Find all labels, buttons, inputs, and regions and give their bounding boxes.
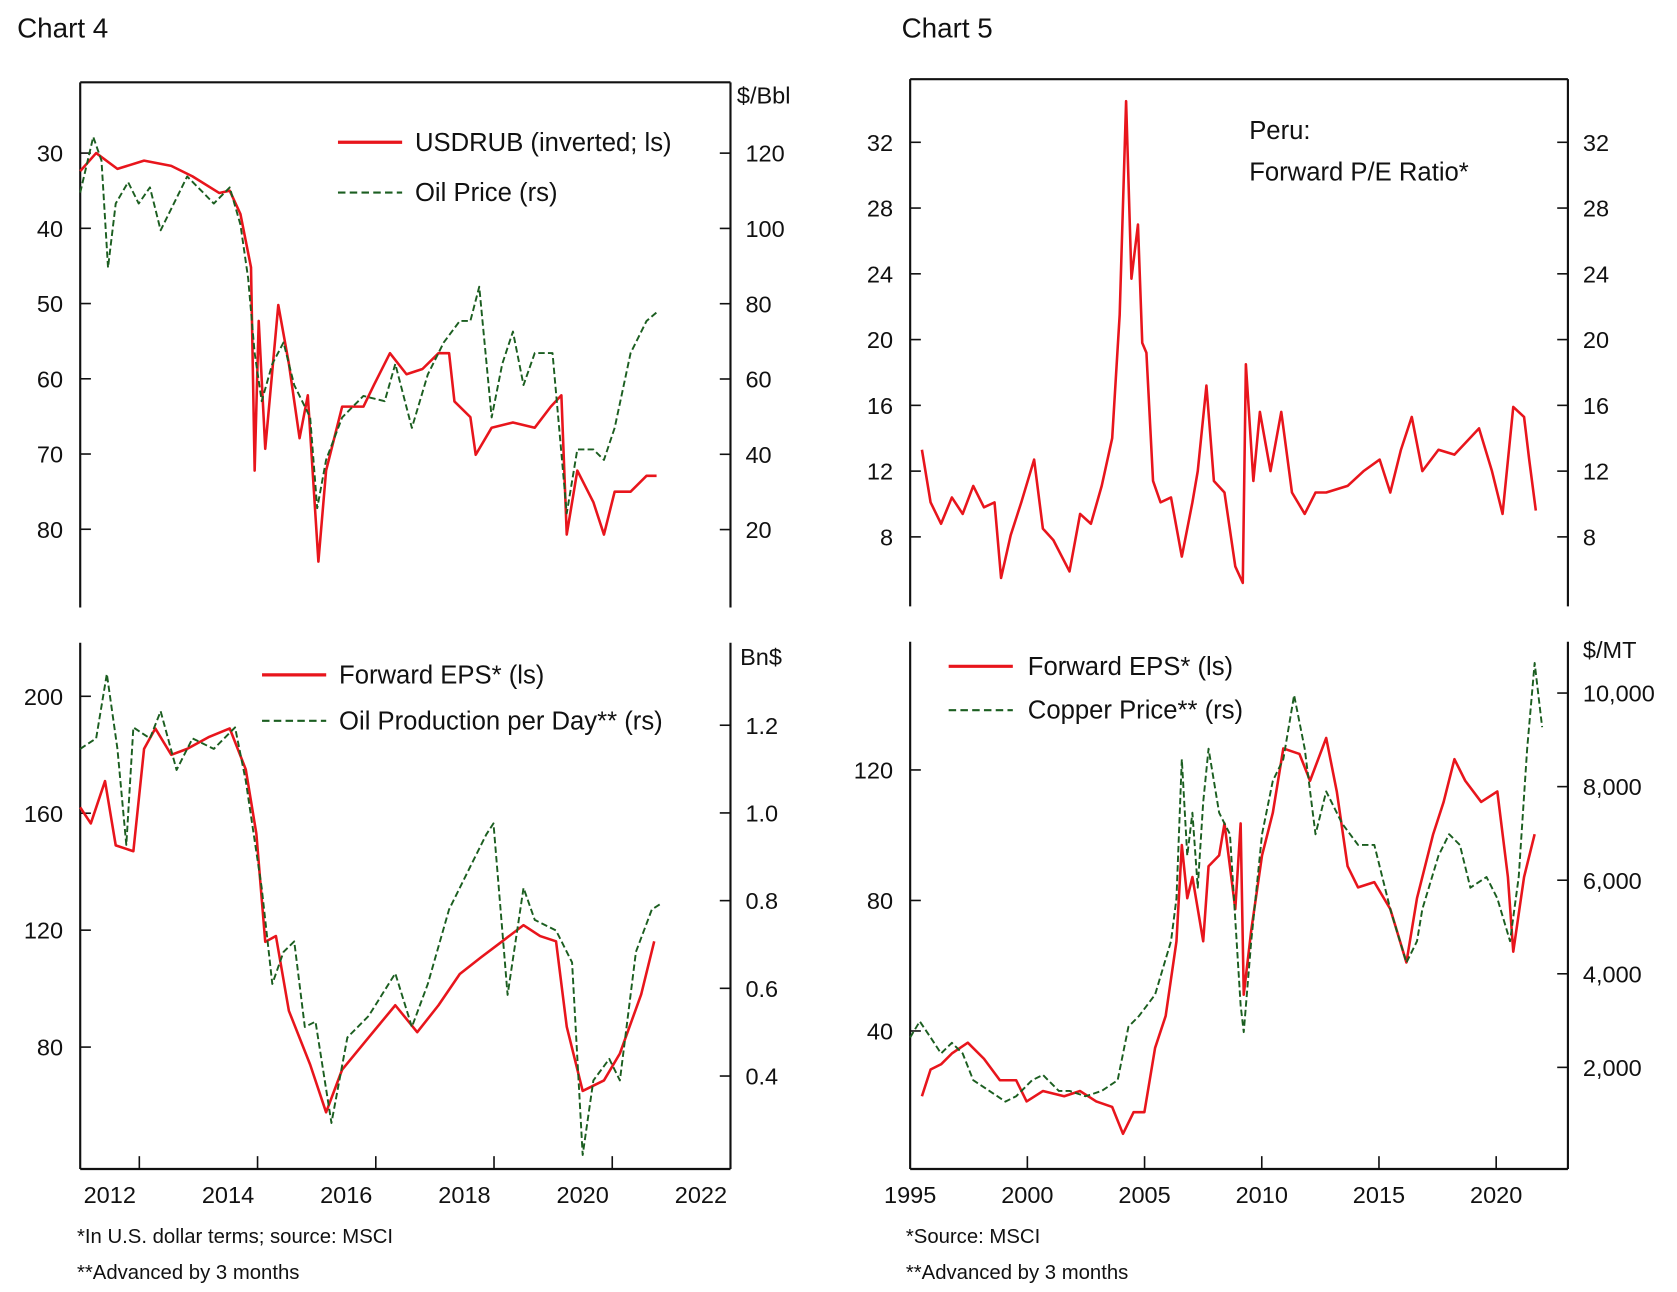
left-tick-label: 60 — [37, 366, 63, 392]
x-tick-label: 2014 — [202, 1182, 254, 1208]
x-tick-label: 2020 — [1470, 1182, 1522, 1208]
chart5-heading: Chart 5 — [902, 12, 993, 43]
left-tick-label: 160 — [24, 801, 63, 827]
left-tick-label: 80 — [37, 1035, 63, 1061]
left-tick-label: 40 — [867, 1019, 893, 1045]
legend-label: Forward EPS* (ls) — [339, 661, 544, 689]
left-tick-label: 40 — [37, 216, 63, 242]
left-tick-label: 8 — [880, 524, 893, 550]
legend-label: Oil Price (rs) — [415, 179, 558, 207]
left-tick-label: 200 — [24, 684, 63, 710]
x-tick-label: 2012 — [84, 1182, 136, 1208]
right-axis-unit: Bn$ — [740, 644, 782, 670]
legend-label: Copper Price** (rs) — [1028, 697, 1243, 725]
right-tick-label: 40 — [745, 442, 771, 468]
right-tick-label: 2,000 — [1583, 1055, 1642, 1081]
right-tick-label: 32 — [1583, 130, 1609, 156]
x-tick-label: 2022 — [675, 1182, 727, 1208]
legend-label: Oil Production per Day** (rs) — [339, 707, 663, 735]
chart4-footnote-2: **Advanced by 3 months — [77, 1262, 299, 1284]
left-tick-label: 80 — [37, 517, 63, 543]
right-tick-label: 80 — [745, 291, 771, 317]
left-tick-label: 30 — [37, 141, 63, 167]
right-tick-label: 10,000 — [1583, 681, 1655, 707]
right-tick-label: 16 — [1583, 393, 1609, 419]
legend-label: Forward EPS* (ls) — [1028, 653, 1233, 681]
series-line-right — [79, 672, 662, 1156]
right-axis-unit: $/Bbl — [737, 83, 791, 109]
left-tick-label: 70 — [37, 442, 63, 468]
chart4-top-panel: 30 40 50 60 70 80 120 100 80 60 40 20 $/Bbl USDRUB (i… — [37, 81, 791, 608]
left-tick-label: 24 — [867, 261, 893, 287]
left-tick-label: 80 — [867, 888, 893, 914]
right-tick-label: 0.6 — [745, 976, 778, 1002]
chart5-top-panel: 32 28 24 20 16 12 8 32 28 24 20 16 12 8 Peru: Forward P… — [867, 78, 1609, 607]
right-tick-label: 28 — [1583, 196, 1609, 222]
legend-label: USDRUB (inverted; ls) — [415, 129, 672, 157]
left-tick-label: 120 — [24, 918, 63, 944]
right-tick-label: 60 — [745, 367, 771, 393]
left-tick-label: 12 — [867, 459, 893, 485]
right-axis-unit: $/MT — [1583, 637, 1637, 663]
right-tick-label: 100 — [745, 216, 784, 242]
right-tick-label: 4,000 — [1583, 961, 1642, 987]
series-line-left — [920, 99, 1538, 585]
left-tick-label: 16 — [867, 393, 893, 419]
chart5-bottom-panel: 120 80 40 10,000 8,000 6,000 4,000 2,000 $/MT 199… — [854, 637, 1655, 1208]
legend-label: Forward P/E Ratio* — [1249, 159, 1469, 187]
chart5-footnote-1: *Source: MSCI — [906, 1226, 1040, 1248]
legend-label: Peru: — [1249, 117, 1310, 145]
x-tick-label: 2015 — [1353, 1182, 1405, 1208]
right-tick-label: 12 — [1583, 459, 1609, 485]
series-line-left — [920, 736, 1536, 1136]
x-tick-label: 2000 — [1001, 1182, 1053, 1208]
series-line-left — [79, 727, 656, 1114]
chart5-footnote-2: **Advanced by 3 months — [906, 1262, 1128, 1284]
left-tick-label: 120 — [854, 758, 893, 784]
series-line-right — [79, 135, 658, 515]
x-tick-label: 2020 — [557, 1182, 609, 1208]
left-tick-label: 50 — [37, 291, 63, 317]
x-tick-label: 1995 — [884, 1182, 936, 1208]
left-tick-label: 32 — [867, 130, 893, 156]
x-tick-label: 2018 — [438, 1182, 490, 1208]
right-tick-label: 1.2 — [745, 713, 778, 739]
right-tick-label: 8,000 — [1583, 774, 1642, 800]
chart4-bottom-panel: 200 160 120 80 1.2 1.0 0.8 0.6 0.4 Bn$ 2012 2014 201… — [24, 642, 782, 1208]
right-tick-label: 120 — [745, 141, 784, 167]
chart4-heading: Chart 4 — [17, 12, 108, 43]
x-tick-label: 2016 — [320, 1182, 372, 1208]
right-tick-label: 24 — [1583, 261, 1609, 287]
left-tick-label: 28 — [867, 196, 893, 222]
right-tick-label: 8 — [1583, 524, 1596, 550]
right-tick-label: 20 — [745, 517, 771, 543]
right-tick-label: 0.4 — [745, 1064, 778, 1090]
series-line-right — [909, 662, 1544, 1103]
left-tick-label: 20 — [867, 327, 893, 353]
right-tick-label: 6,000 — [1583, 868, 1642, 894]
right-tick-label: 20 — [1583, 327, 1609, 353]
x-tick-label: 2005 — [1118, 1182, 1170, 1208]
right-tick-label: 1.0 — [745, 800, 778, 826]
x-tick-label: 2010 — [1236, 1182, 1288, 1208]
chart4-footnote-1: *In U.S. dollar terms; source: MSCI — [77, 1226, 393, 1248]
right-tick-label: 0.8 — [745, 888, 778, 914]
series-line-left — [79, 151, 657, 563]
